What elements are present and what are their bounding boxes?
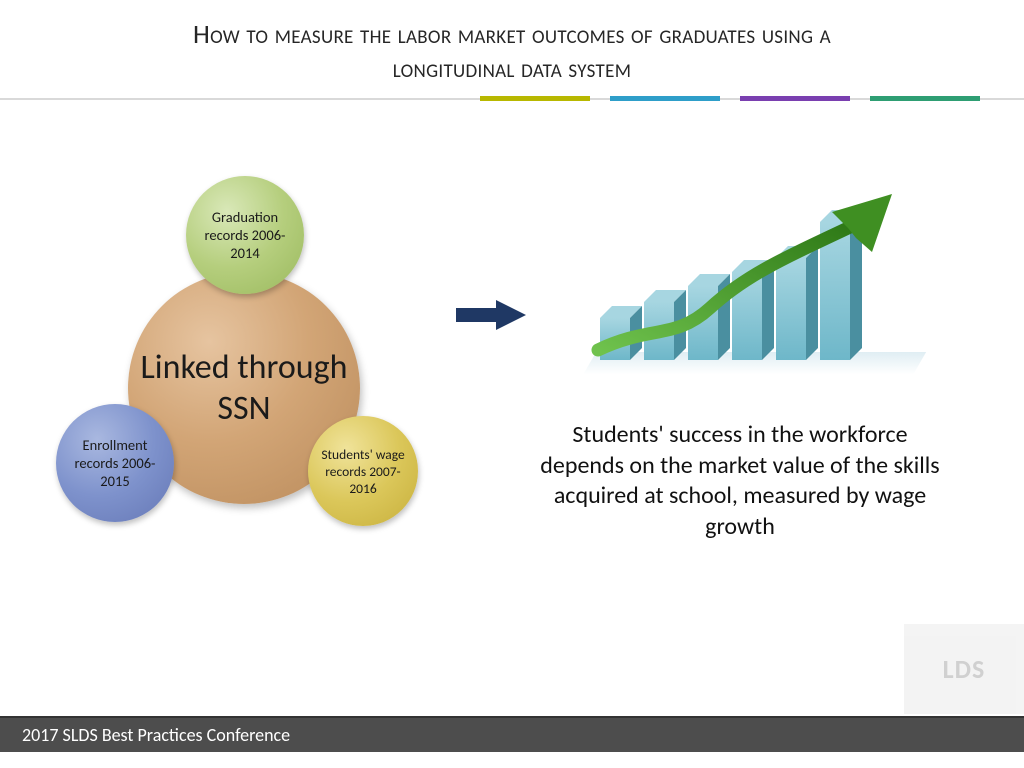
divider-segment: [480, 96, 590, 101]
venn-wage-label: Students' wage records 2007-2016: [308, 440, 418, 503]
title-line-1: How to measure the labor market outcomes…: [193, 18, 831, 51]
arrow-icon: [456, 300, 526, 330]
growth-bar-chart: [580, 190, 910, 380]
growth-arrow-icon: [580, 190, 910, 380]
venn-main-label: Linked through SSN: [128, 341, 360, 435]
body-paragraph: Students' success in the workforce depen…: [540, 420, 940, 543]
venn-graduation-label: Graduation records 2006-2014: [186, 202, 304, 268]
footer-text: 2017 SLDS Best Practices Conference: [22, 724, 290, 746]
venn-graduation-circle: Graduation records 2006-2014: [186, 176, 304, 294]
divider-segment: [870, 96, 980, 101]
venn-enrollment-label: Enrollment records 2006-2015: [56, 430, 174, 496]
venn-enrollment-circle: Enrollment records 2006-2015: [56, 404, 174, 522]
slide: How to measure the labor market outcomes…: [0, 0, 1024, 768]
lds-logo: LDS: [904, 624, 1024, 714]
lds-logo-text: LDS: [943, 653, 986, 685]
accent-divider: [0, 96, 1024, 103]
slide-title: How to measure the labor market outcomes…: [0, 18, 1024, 86]
venn-wage-circle: Students' wage records 2007-2016: [308, 416, 418, 526]
divider-segment: [740, 96, 850, 101]
divider-segment: [610, 96, 720, 101]
footer-bar: 2017 SLDS Best Practices Conference: [0, 716, 1024, 752]
title-line-2: longitudinal data system: [0, 52, 1024, 86]
